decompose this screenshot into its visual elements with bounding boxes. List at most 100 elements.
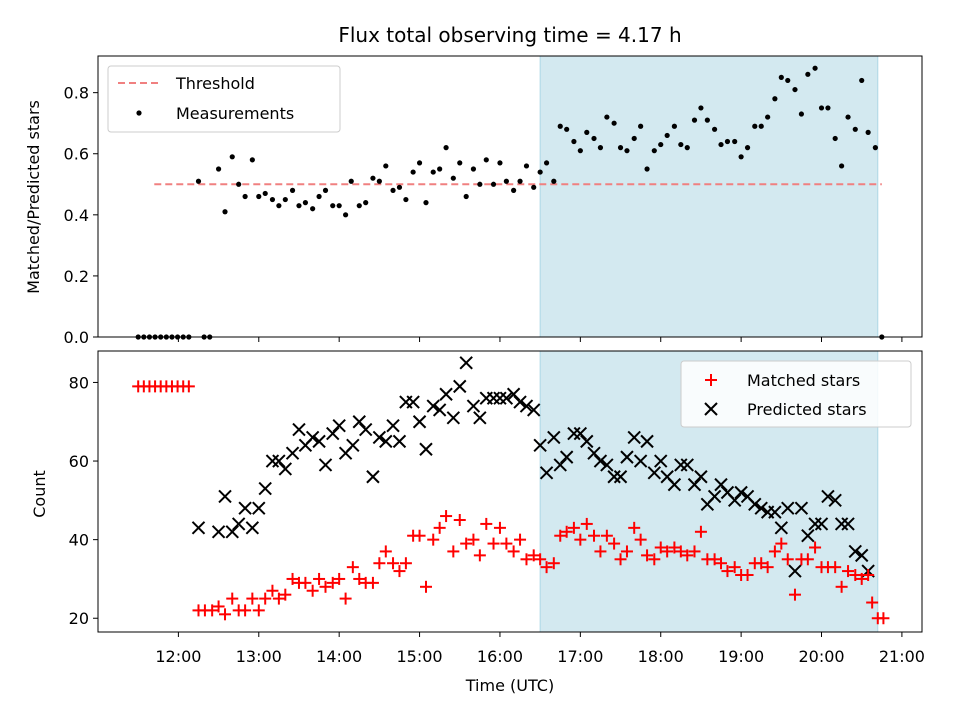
matched-star-point bbox=[279, 588, 292, 601]
matched-star-point bbox=[226, 592, 239, 605]
measurement-point bbox=[416, 160, 423, 166]
predicted-star-point bbox=[466, 399, 481, 413]
predicted-star-point bbox=[654, 454, 668, 468]
measurement-point bbox=[772, 96, 778, 102]
predicted-star-point bbox=[386, 418, 400, 433]
panel-count-yticks: 20 40 60 80 bbox=[69, 373, 98, 628]
matched-star-point bbox=[419, 580, 432, 593]
matched-star-point bbox=[206, 604, 219, 617]
predicted-star-point bbox=[473, 411, 487, 425]
predicted-star-point bbox=[285, 446, 300, 460]
matched-star-point bbox=[835, 580, 848, 593]
y-tick-label: 0.4 bbox=[64, 206, 89, 225]
predicted-star-point bbox=[211, 525, 226, 539]
x-tick-label: 12:00 bbox=[155, 647, 201, 666]
y-tick-label: 80 bbox=[69, 373, 89, 392]
measurement-point bbox=[276, 203, 282, 209]
matched-star-point bbox=[212, 600, 225, 613]
x-tick-label: 17:00 bbox=[557, 647, 603, 666]
matched-star-point bbox=[540, 561, 553, 574]
predicted-star-point bbox=[312, 434, 326, 449]
predicted-star-point bbox=[727, 493, 742, 508]
measurement-point bbox=[732, 138, 738, 145]
predicted-star-point bbox=[640, 434, 654, 449]
measurement-point bbox=[551, 178, 557, 184]
measurement-point bbox=[664, 132, 670, 139]
measurement-point bbox=[658, 141, 664, 148]
y-tick-label: 20 bbox=[69, 609, 89, 628]
matched-star-point bbox=[829, 561, 842, 574]
matched-star-point bbox=[775, 537, 788, 550]
legend-matched-label: Matched stars bbox=[747, 371, 860, 390]
predicted-star-point bbox=[366, 470, 380, 484]
panel-count-ylabel: Count bbox=[30, 470, 49, 518]
matched-star-point bbox=[399, 557, 412, 570]
matched-star-point bbox=[554, 529, 567, 542]
chart-title: Flux total observing time = 4.17 h bbox=[338, 23, 681, 47]
matched-star-point bbox=[493, 521, 506, 534]
matched-star-point bbox=[366, 576, 379, 589]
panel-ratio-ylabel: Matched/Predicted stars bbox=[24, 100, 43, 294]
matched-star-point bbox=[272, 592, 285, 605]
matched-star-point bbox=[855, 572, 868, 585]
measurement-point bbox=[792, 86, 798, 93]
matched-star-point bbox=[353, 572, 366, 585]
measurement-point bbox=[195, 178, 202, 184]
x-tick-label: 14:00 bbox=[316, 647, 362, 666]
predicted-star-point bbox=[486, 391, 501, 405]
predicted-star-point bbox=[848, 544, 862, 559]
predicted-star-point bbox=[513, 395, 527, 409]
matched-star-point bbox=[741, 569, 754, 582]
matched-star-point bbox=[628, 521, 641, 534]
matched-star-point bbox=[514, 533, 527, 546]
measurement-point bbox=[724, 138, 731, 145]
predicted-star-point bbox=[680, 458, 694, 472]
matched-star-point bbox=[433, 521, 446, 534]
predicted-star-point bbox=[828, 493, 842, 508]
matched-star-point bbox=[413, 529, 426, 542]
matched-star-point bbox=[715, 557, 728, 570]
predicted-star-point bbox=[553, 458, 567, 472]
measurement-point bbox=[390, 187, 396, 193]
predicted-star-point bbox=[318, 458, 333, 472]
measurement-point bbox=[845, 114, 851, 120]
measurement-point bbox=[497, 160, 503, 166]
predicted-star-point bbox=[432, 403, 447, 417]
predicted-star-point bbox=[218, 489, 232, 504]
measurement-point bbox=[396, 184, 403, 190]
predicted-star-point bbox=[607, 470, 621, 484]
measurement-point bbox=[423, 200, 429, 206]
predicted-star-point bbox=[372, 430, 387, 445]
matched-star-point bbox=[266, 584, 279, 597]
matched-star-point bbox=[648, 553, 661, 566]
predicted-star-point bbox=[613, 470, 628, 484]
predicted-star-point bbox=[694, 470, 708, 484]
measurement-point bbox=[738, 154, 744, 160]
measurement-point bbox=[839, 163, 845, 169]
measurement-point bbox=[543, 160, 550, 166]
predicted-star-point bbox=[278, 462, 293, 476]
predicted-star-point bbox=[667, 477, 682, 492]
predicted-star-point bbox=[855, 548, 869, 563]
predicted-star-point bbox=[519, 399, 534, 413]
predicted-star-point bbox=[231, 517, 246, 531]
measurement-point bbox=[296, 203, 302, 209]
matched-star-point bbox=[877, 612, 890, 625]
panel-ratio-yticks: 0.0 0.2 0.4 0.6 0.8 bbox=[64, 84, 98, 347]
measurement-point bbox=[470, 166, 477, 172]
measurement-point bbox=[262, 190, 268, 197]
predicted-star-point bbox=[191, 521, 206, 535]
y-tick-label: 0.2 bbox=[64, 267, 89, 286]
x-tick-label: 15:00 bbox=[397, 647, 443, 666]
matched-star-point bbox=[286, 572, 299, 585]
measurement-point bbox=[490, 181, 497, 187]
measurement-point bbox=[222, 209, 228, 215]
matched-star-point bbox=[580, 517, 593, 530]
measurement-point bbox=[852, 126, 858, 132]
predicted-star-point bbox=[647, 466, 662, 480]
measurement-point bbox=[711, 126, 718, 132]
legend-threshold-label: Threshold bbox=[175, 74, 255, 93]
measurement-point bbox=[336, 203, 342, 209]
measurement-point bbox=[330, 203, 336, 209]
matched-star-point bbox=[373, 557, 386, 570]
